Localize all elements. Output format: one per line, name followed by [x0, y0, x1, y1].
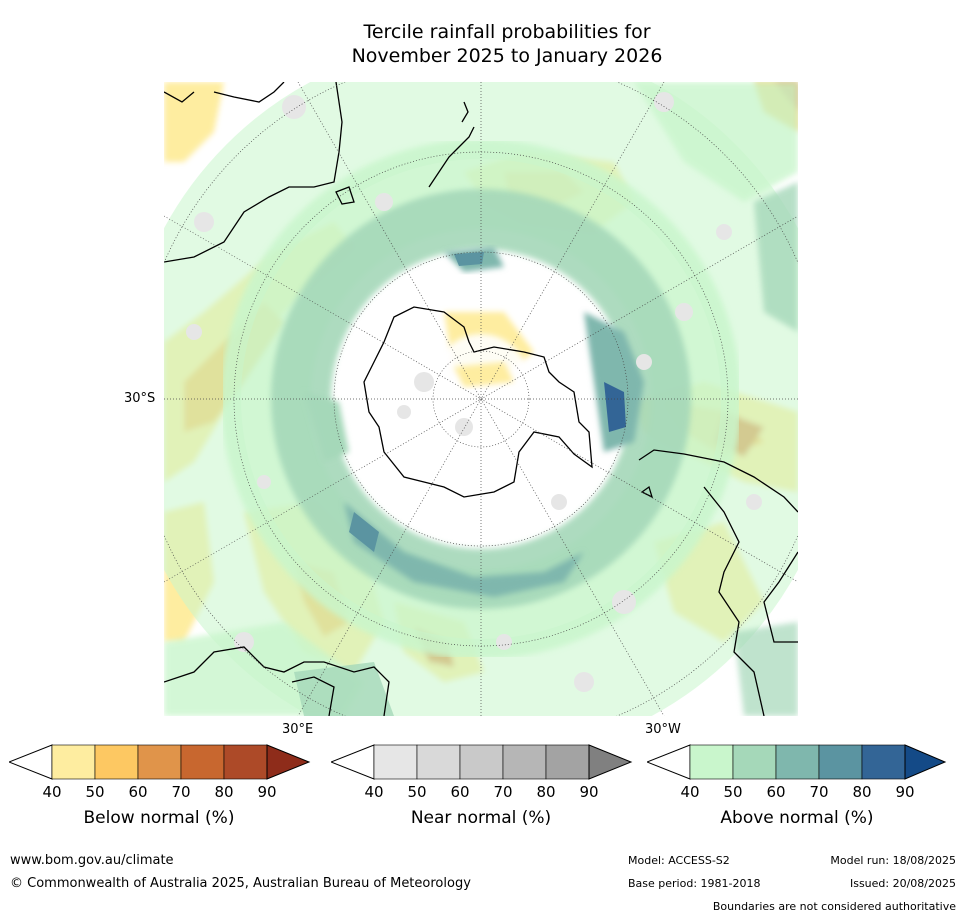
new-zealand-coastline — [428, 101, 475, 188]
colorbar-below-tick: 80 — [214, 783, 234, 801]
issued-text: Issued: 20/08/2025 — [849, 877, 956, 890]
model-text: Model: ACCESS-S2 — [628, 854, 730, 867]
colorbar-below-tick: 50 — [85, 783, 105, 801]
colorbar-below-tick: 90 — [257, 783, 277, 801]
tasmania-coastline — [335, 186, 355, 205]
colorbar-near-tick: 40 — [364, 783, 384, 801]
copyright-text: © Commonwealth of Australia 2025, Austra… — [10, 876, 471, 891]
colorbar-above-normal — [645, 744, 947, 780]
polar-map-svg — [164, 82, 798, 716]
madagascar-coastline — [291, 676, 335, 716]
colorbar-above-tick: 70 — [809, 783, 829, 801]
lon-label-30e: 30°E — [282, 722, 314, 737]
lat-label-30s: 30°S — [124, 391, 156, 406]
colorbar-above-tick: 80 — [852, 783, 872, 801]
colorbar-near-label: Near normal (%) — [410, 808, 552, 828]
colorbar-above-tick: 90 — [895, 783, 915, 801]
colorbar-near-tick: 60 — [450, 783, 470, 801]
colorbar-above-label: Above normal (%) — [720, 808, 874, 828]
colorbar-near-tick: 80 — [536, 783, 556, 801]
boundaries-note: Boundaries are not considered authoritat… — [712, 900, 956, 913]
website-link[interactable]: www.bom.gov.au/climate — [10, 853, 174, 868]
title-line-2: November 2025 to January 2026 — [351, 45, 663, 67]
south-america-coastline — [638, 449, 798, 716]
colorbar-above-tick: 60 — [766, 783, 786, 801]
colorbar-below-tick: 60 — [128, 783, 148, 801]
colorbar-above-tick: 50 — [723, 783, 743, 801]
base-period-text: Base period: 1981-2018 — [628, 877, 761, 890]
colorbar-below-normal — [7, 744, 311, 780]
colorbar-near-tick: 70 — [493, 783, 513, 801]
colorbar-below-tick: 40 — [42, 783, 62, 801]
title-line-1: Tercile rainfall probabilities for — [363, 21, 651, 43]
falklands-coastline — [640, 485, 654, 499]
model-run-text: Model run: 18/08/2025 — [830, 854, 956, 867]
australia-coastline — [164, 82, 343, 263]
lon-label-30w: 30°W — [645, 722, 681, 737]
map-title: Tercile rainfall probabilities for Novem… — [0, 20, 965, 68]
colorbar-near-tick: 50 — [407, 783, 427, 801]
colorbar-near-normal — [329, 744, 633, 780]
above-normal-regions — [164, 82, 798, 716]
africa-coastline — [164, 646, 390, 716]
near-normal-regions — [186, 92, 762, 692]
colorbar-above-tick: 40 — [680, 783, 700, 801]
colorbar-below-tick: 70 — [171, 783, 191, 801]
colorbar-below-label: Below normal (%) — [83, 808, 235, 828]
polar-map — [164, 82, 798, 716]
graticule — [164, 82, 798, 716]
colorbar-near-tick: 90 — [579, 783, 599, 801]
